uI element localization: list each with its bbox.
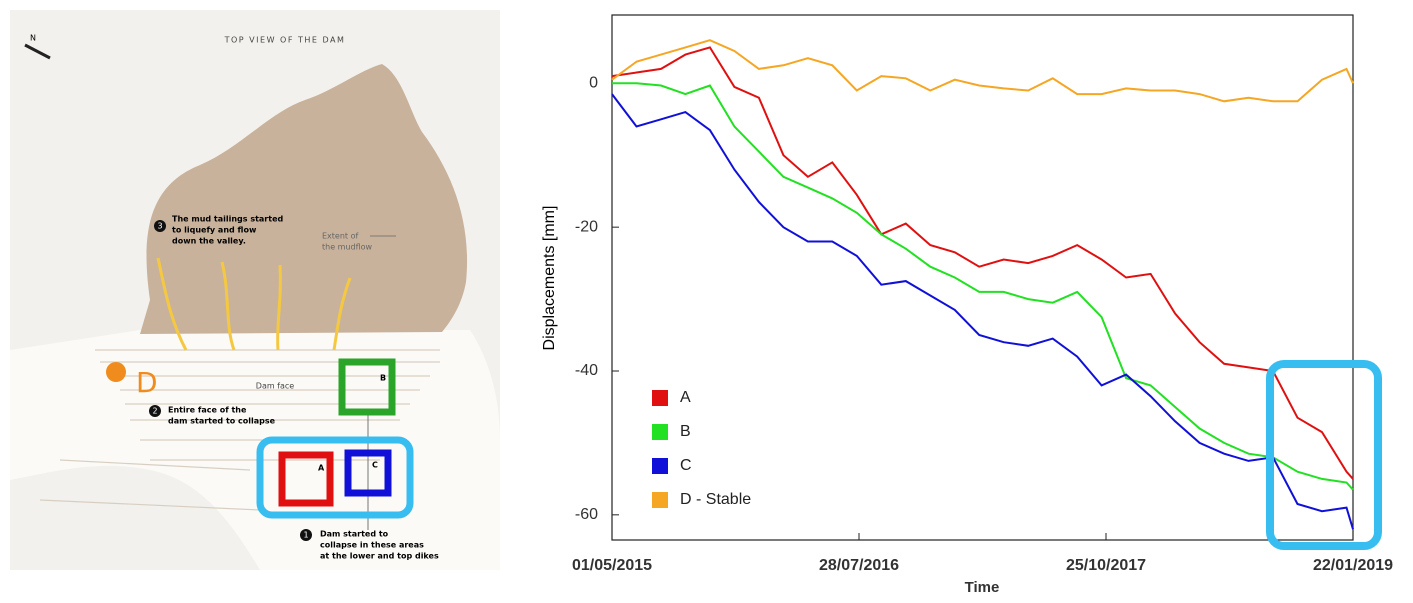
step-text: collapse in these areas xyxy=(320,541,424,550)
legend-label: A xyxy=(680,389,691,406)
y-tick-label: -40 xyxy=(575,362,598,379)
flow-arrows xyxy=(156,257,352,351)
step-badge xyxy=(149,405,161,417)
marker-c xyxy=(344,449,392,497)
marker-b xyxy=(338,358,396,416)
x-tick-label: 22/01/2019 xyxy=(1313,557,1393,574)
legend-swatch xyxy=(652,492,668,508)
marker-d-label: D xyxy=(136,366,158,399)
highlight-box xyxy=(1266,360,1382,550)
step-text: Dam started to xyxy=(320,530,389,539)
map-title: TOP VIEW OF THE DAM xyxy=(224,36,346,45)
legend-label: B xyxy=(680,423,691,440)
y-tick-label: -60 xyxy=(575,506,598,523)
legend-swatch xyxy=(652,390,668,406)
marker-a-label: A xyxy=(318,464,325,473)
series-line xyxy=(611,39,1354,103)
step-text: Entire face of the xyxy=(168,406,247,415)
extent-text: Extent of xyxy=(322,232,358,241)
north-label: N xyxy=(30,34,36,43)
step-number: 2 xyxy=(152,407,157,416)
x-tick-label: 28/07/2016 xyxy=(819,557,899,574)
x-tick-label: 25/10/2017 xyxy=(1066,557,1146,574)
highlight-box xyxy=(256,436,414,519)
step-text: down the valley. xyxy=(172,237,246,246)
step-badge xyxy=(154,220,166,232)
plot-frame xyxy=(611,14,1354,541)
step-badge xyxy=(300,529,312,541)
marker-d xyxy=(106,362,126,382)
step-number: 1 xyxy=(303,531,308,540)
y-axis-label: Displacements [mm] xyxy=(541,206,558,351)
legend-swatch xyxy=(652,424,668,440)
x-axis-label: Time xyxy=(965,579,1000,596)
marker-b-label: B xyxy=(380,374,386,383)
step-text: dam started to collapse xyxy=(168,417,276,426)
north-arrow xyxy=(24,43,51,60)
y-tick-label: 0 xyxy=(589,75,598,92)
step-text: to liquefy and flow xyxy=(172,226,257,235)
legend-label: C xyxy=(680,457,692,474)
step-text: at the lower and top dikes xyxy=(320,552,439,561)
dam-face-label: Dam face xyxy=(256,382,295,391)
series-line xyxy=(612,82,1354,491)
legend-label: D - Stable xyxy=(680,491,751,508)
step-number: 3 xyxy=(157,222,162,231)
marker-a xyxy=(278,451,334,507)
legend-swatch xyxy=(652,458,668,474)
x-tick-label: 01/05/2015 xyxy=(572,557,652,574)
dam-map: N TOP VIEW OF THE DAM 3 The mud tailings… xyxy=(10,10,500,570)
marker-c-label: C xyxy=(372,461,378,470)
series-line xyxy=(611,46,1354,480)
series-line xyxy=(611,93,1354,530)
extent-text: the mudflow xyxy=(322,243,373,252)
step-text: The mud tailings started xyxy=(172,215,284,224)
line-chart: Displacements [mm] Time 0 -20 -40 -60 01/05/… xyxy=(541,14,1393,596)
y-tick-label: -20 xyxy=(575,218,598,235)
